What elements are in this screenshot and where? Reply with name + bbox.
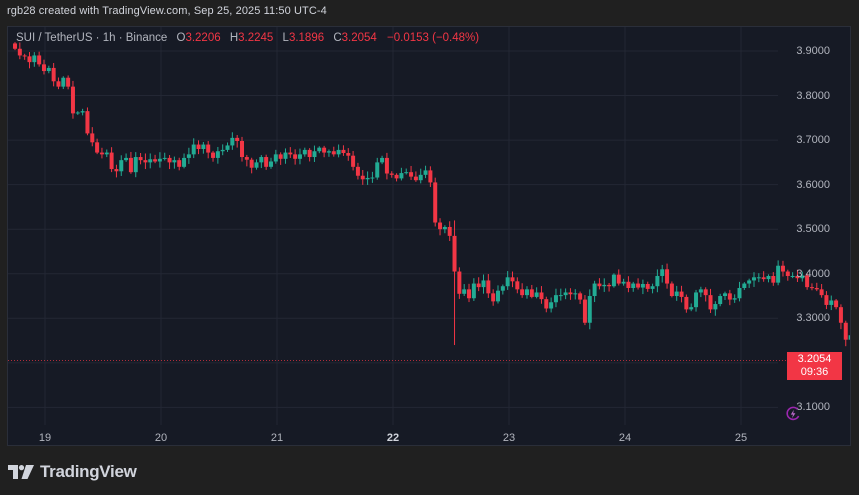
price-tick: 3.9000 xyxy=(796,45,830,57)
change-value: −0.0153 (−0.48%) xyxy=(387,32,480,44)
time-tick: 20 xyxy=(154,432,168,444)
open-value: 3.2206 xyxy=(185,32,221,44)
tradingview-logo: TradingView xyxy=(8,462,137,482)
price-tick: 3.5000 xyxy=(796,223,830,236)
price-tick: 3.7000 xyxy=(796,134,830,147)
close-label: C xyxy=(333,32,342,44)
time-tick: 21 xyxy=(270,432,284,444)
high-value: 3.2245 xyxy=(238,32,274,44)
low-label: L xyxy=(282,32,289,44)
symbol-name[interactable]: SUI / TetherUS · 1h · Binance xyxy=(16,32,168,44)
close-value: 3.2054 xyxy=(341,32,377,44)
price-tick: 3.1000 xyxy=(796,401,830,414)
price-tick: 3.8000 xyxy=(796,89,830,102)
time-tick: 19 xyxy=(38,432,52,444)
last-price-tag: 3.2054 09:36 xyxy=(787,352,842,380)
symbol-legend: SUI / TetherUS · 1h · Binance O3.2206 H3… xyxy=(16,32,479,44)
low-value: 3.1896 xyxy=(288,32,325,44)
chart-panel[interactable]: SUI / TetherUS · 1h · Binance O3.2206 H3… xyxy=(7,26,851,446)
last-price: 3.2054 xyxy=(797,353,832,365)
tradingview-logo-icon xyxy=(8,465,34,479)
time-tick: 22 xyxy=(386,432,400,444)
bar-countdown: 09:36 xyxy=(800,366,829,378)
time-tick: 24 xyxy=(618,432,632,444)
tradingview-logo-text: TradingView xyxy=(40,462,137,481)
attribution-text: rgb28 created with TradingView.com, Sep … xyxy=(7,5,327,17)
open-label: O xyxy=(176,32,186,44)
price-tick: 3.3000 xyxy=(796,312,830,325)
candlestick-chart[interactable] xyxy=(8,27,851,446)
time-tick: 23 xyxy=(502,432,516,444)
high-label: H xyxy=(229,32,239,44)
time-tick: 25 xyxy=(734,432,748,444)
price-tick: 3.4000 xyxy=(796,267,830,280)
lightning-icon[interactable] xyxy=(785,406,801,422)
price-tick: 3.6000 xyxy=(796,178,830,191)
